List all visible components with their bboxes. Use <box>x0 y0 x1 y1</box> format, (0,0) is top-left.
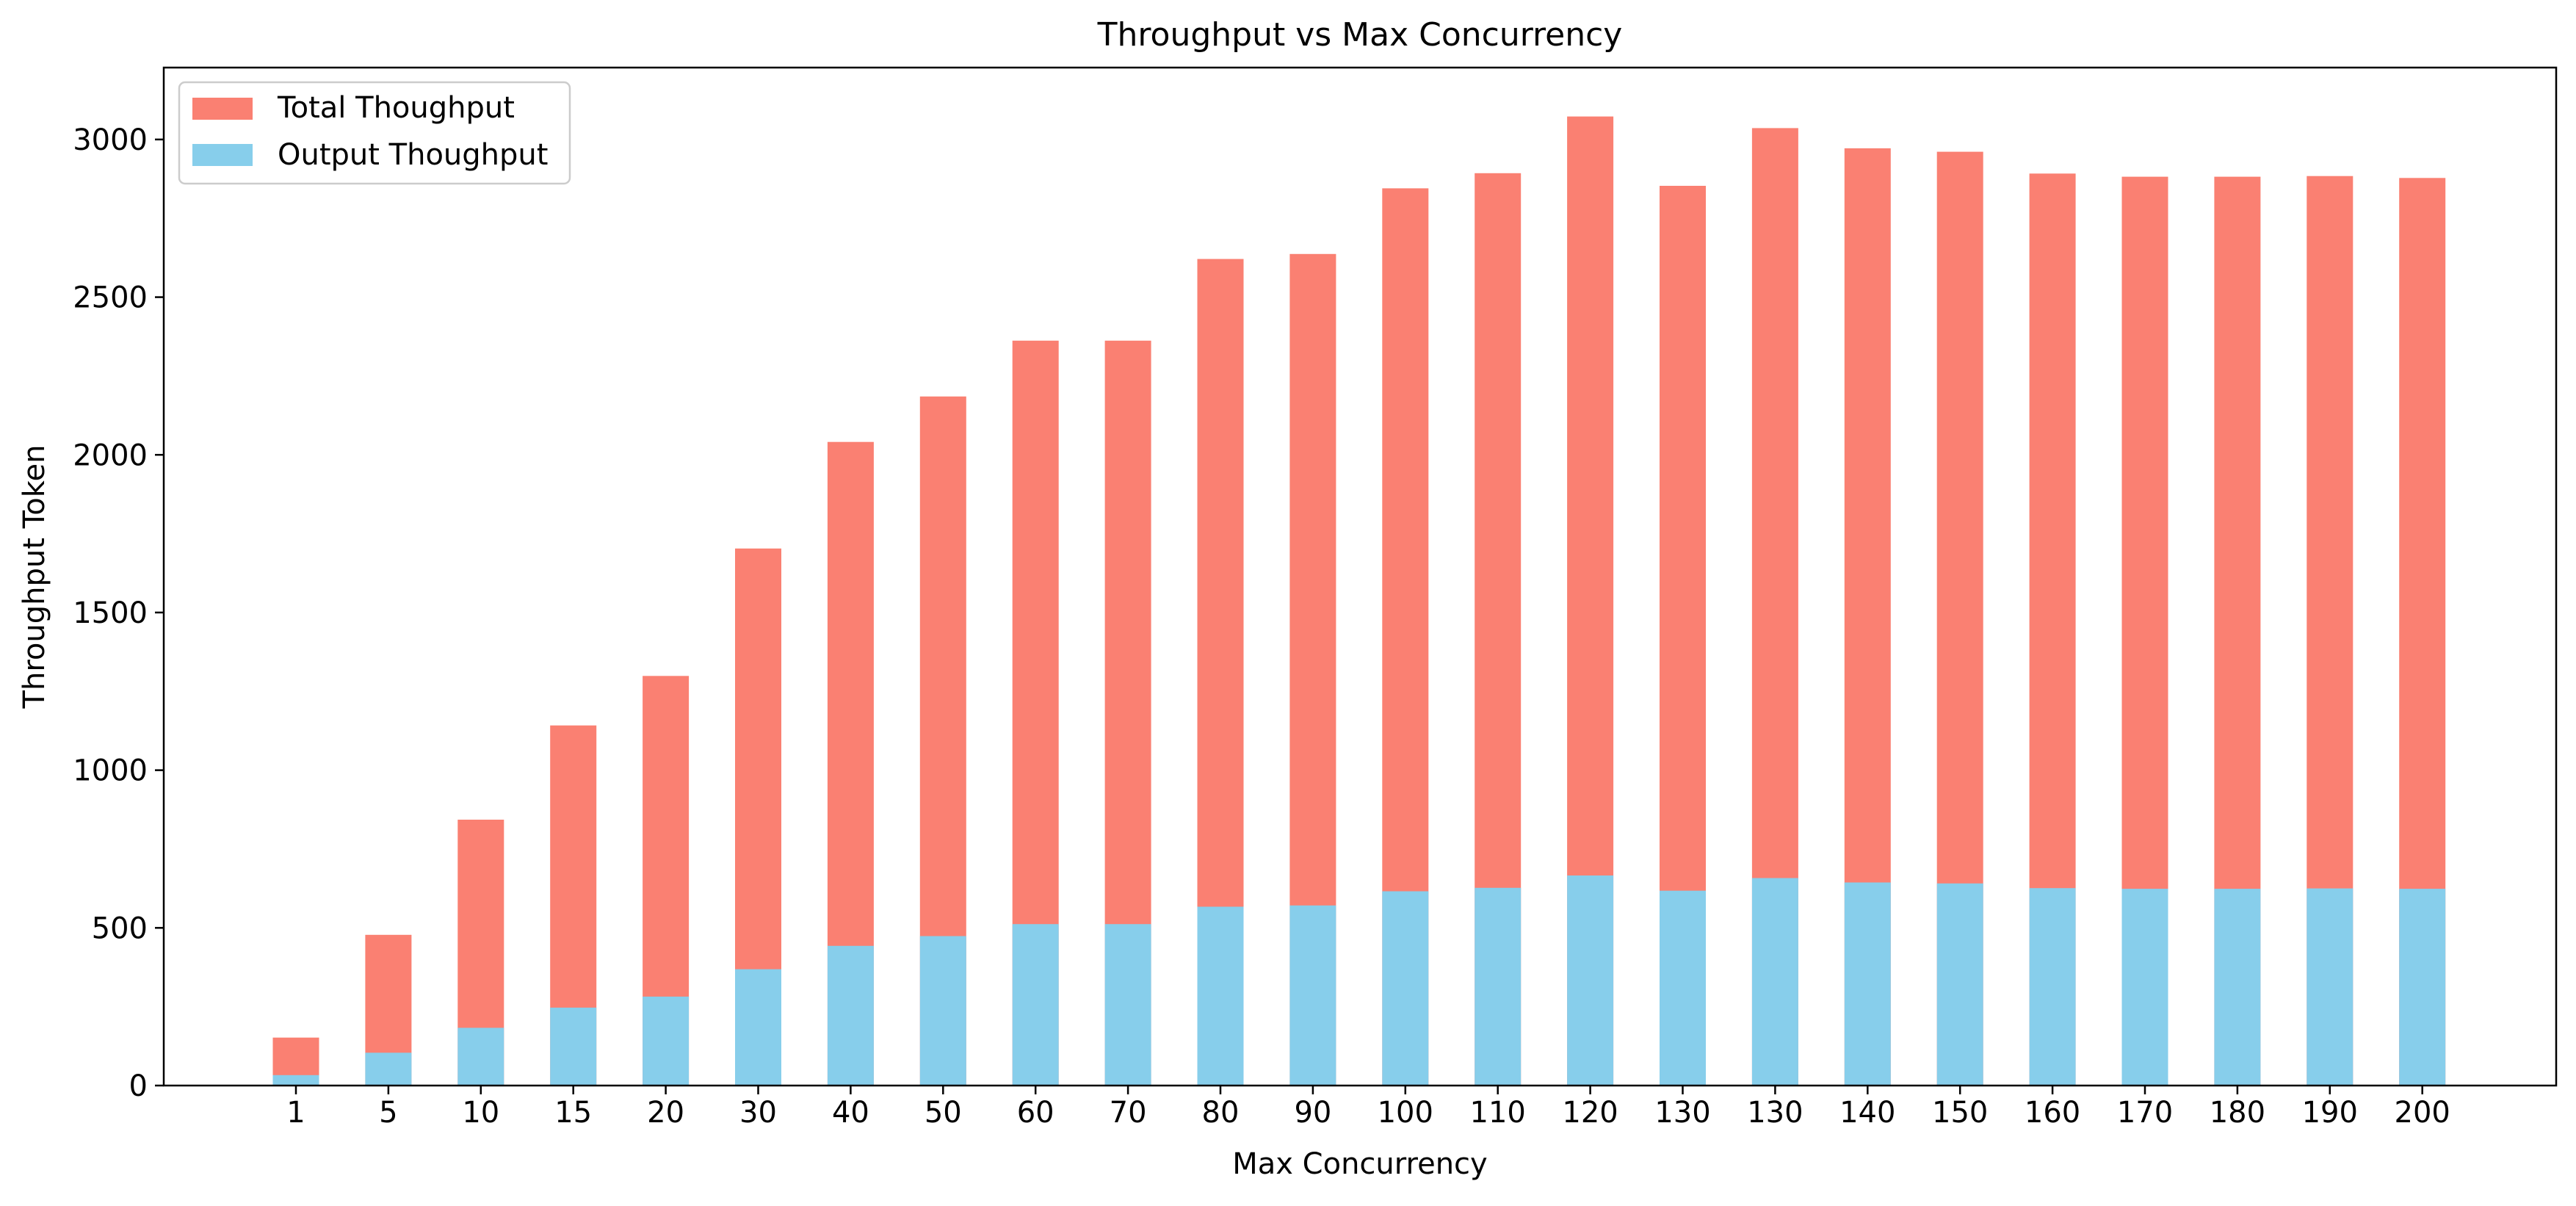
bar-output-10 <box>1104 924 1151 1086</box>
legend-label-total: Total Thoughput <box>277 91 515 125</box>
x-tick-label: 15 <box>554 1096 592 1130</box>
bar-output-9 <box>1012 924 1059 1086</box>
x-axis: 1 5 10 15 20 30 40 50 60 70 80 90 100 110 120 130 130 140… <box>286 1086 2450 1130</box>
y-axis: 0 500 1000 1500 2000 2500 3000 <box>73 123 164 1103</box>
plot-frame <box>162 66 2558 1087</box>
bar-output-17 <box>1751 878 1798 1086</box>
bar-output-7 <box>827 945 874 1086</box>
y-tick-label: 3000 <box>73 123 148 157</box>
legend-frame <box>178 81 571 185</box>
bar-output-6 <box>735 969 781 1086</box>
x-tick-label: 50 <box>925 1096 962 1130</box>
x-tick-label: 60 <box>1017 1096 1054 1130</box>
x-tick-label: 180 <box>2210 1096 2265 1130</box>
bar-output-24 <box>2399 889 2446 1086</box>
bar-output-16 <box>1660 890 1706 1086</box>
x-tick-label: 40 <box>832 1096 869 1130</box>
legend-swatch-output <box>192 144 253 166</box>
x-tick-label: 160 <box>2025 1096 2080 1130</box>
x-tick-label: 30 <box>739 1096 777 1130</box>
bar-output-5 <box>643 996 690 1086</box>
y-tick-label: 1500 <box>73 596 148 630</box>
bar-output-4 <box>550 1007 597 1086</box>
legend: Total Thoughput Output Thoughput <box>178 81 571 185</box>
bar-output-14 <box>1475 887 1522 1086</box>
bar-output-11 <box>1197 906 1244 1086</box>
x-tick-label: 5 <box>379 1096 397 1130</box>
bar-output-1 <box>272 1075 319 1086</box>
bar-output-15 <box>1567 875 1614 1086</box>
y-tick-label: 2500 <box>73 281 148 315</box>
x-tick-label: 70 <box>1110 1096 1147 1130</box>
x-tick-label: 100 <box>1378 1096 1433 1130</box>
y-tick-label: 0 <box>129 1069 148 1103</box>
total-series-bars <box>272 116 2446 1086</box>
x-tick-label: 1 <box>286 1096 305 1130</box>
x-tick-label: 200 <box>2395 1096 2450 1130</box>
bar-output-2 <box>365 1052 412 1086</box>
legend-swatch-total <box>192 98 253 120</box>
bar-output-20 <box>2029 888 2076 1086</box>
bar-output-3 <box>457 1028 504 1086</box>
y-tick-label: 1000 <box>73 754 148 788</box>
output-series-bars <box>272 875 2446 1086</box>
y-tick-label: 500 <box>92 911 148 945</box>
bar-output-21 <box>2121 889 2168 1086</box>
y-axis-label: Throughput Token <box>18 445 51 709</box>
bar-output-22 <box>2214 889 2261 1086</box>
bar-output-18 <box>1844 882 1891 1086</box>
x-tick-label: 120 <box>1562 1096 1618 1130</box>
chart-title: Throughput vs Max Concurrency <box>1097 16 1623 54</box>
bar-output-13 <box>1382 891 1429 1086</box>
x-tick-label: 110 <box>1470 1096 1526 1130</box>
x-axis-label: Max Concurrency <box>1232 1147 1487 1181</box>
x-tick-label: 10 <box>462 1096 499 1130</box>
bar-output-19 <box>1936 883 1983 1086</box>
bar-output-12 <box>1289 905 1336 1086</box>
x-tick-label: 20 <box>647 1096 684 1130</box>
legend-label-output: Output Thoughput <box>278 138 548 172</box>
x-tick-label: 190 <box>2302 1096 2358 1130</box>
y-tick-label: 2000 <box>73 438 148 472</box>
x-tick-label: 90 <box>1294 1096 1331 1130</box>
bar-output-8 <box>919 936 966 1086</box>
x-tick-label: 130 <box>1654 1096 1710 1130</box>
x-tick-label: 140 <box>1839 1096 1895 1130</box>
x-tick-label: 170 <box>2117 1096 2173 1130</box>
x-tick-label: 150 <box>1932 1096 1988 1130</box>
x-tick-label: 130 <box>1747 1096 1803 1130</box>
bar-output-23 <box>2307 888 2354 1086</box>
x-tick-label: 80 <box>1202 1096 1240 1130</box>
